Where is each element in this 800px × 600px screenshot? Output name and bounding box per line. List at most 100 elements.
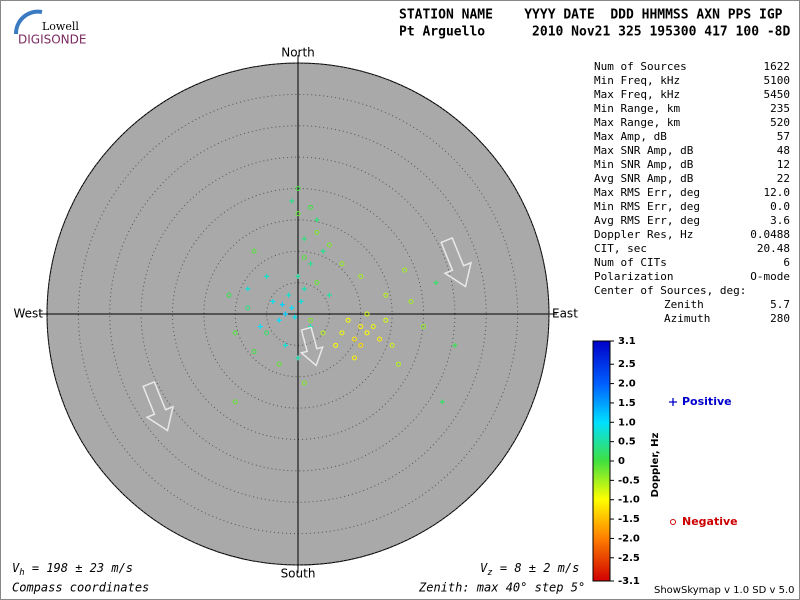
colorbar-tick-label: 2.0 <box>618 379 636 390</box>
point <box>364 311 370 317</box>
colorbar-tick-label: 1.0 <box>618 417 636 428</box>
colorbar-tick-label: 1.5 <box>618 398 636 409</box>
stat-value: 3.6 <box>770 214 790 227</box>
point <box>276 361 282 367</box>
point <box>326 292 332 298</box>
point <box>270 298 276 304</box>
point <box>286 292 292 298</box>
stat-label: CIT, sec <box>594 242 647 255</box>
point <box>408 298 414 304</box>
point <box>301 236 307 242</box>
colorbar-tick-label: -1.0 <box>618 495 640 506</box>
vh-sub: h <box>19 568 24 578</box>
point <box>251 248 257 254</box>
stat-value: 5100 <box>764 74 791 87</box>
stat-label: Min SNR Amp, dB <box>594 158 694 171</box>
colorbar-tick-label: -2.0 <box>618 533 640 544</box>
stat-label: Doppler Res, Hz <box>594 228 693 241</box>
arrow <box>440 236 473 288</box>
zenith-info: Zenith: max 40° step 5° <box>418 581 585 595</box>
point <box>326 242 332 248</box>
point <box>433 280 439 286</box>
stat-label: Min RMS Err, deg <box>594 200 700 213</box>
point <box>333 342 339 348</box>
stat-label: Num of Sources <box>594 60 687 73</box>
point <box>295 186 301 191</box>
stat-label: Min Freq, kHz <box>594 74 680 87</box>
point <box>308 317 314 323</box>
stat-value: 235 <box>770 102 790 115</box>
point <box>320 248 326 254</box>
point <box>264 330 270 336</box>
side-panel: Num of Sources 1622 Min Freq, kHz 5100 Max F… <box>592 60 791 587</box>
point <box>264 273 270 279</box>
colorbar-tick-label: 0.5 <box>618 437 636 448</box>
stat-label: Num of CITs <box>594 256 667 269</box>
vz-symbol: V <box>480 561 488 575</box>
center-label: Zenith <box>664 298 704 311</box>
stat-value: 12.0 <box>764 186 791 199</box>
stat-label: Max SNR Amp, dB <box>594 144 694 157</box>
header-labels: STATION NAME YYYY DATE DDD HHMMSS AXN PP… <box>399 8 783 23</box>
point <box>314 217 320 223</box>
point <box>245 286 251 292</box>
point <box>314 280 320 286</box>
point <box>301 286 307 292</box>
legend-marker <box>670 519 676 525</box>
colorbar-tick-label: 0 <box>618 456 625 467</box>
stat-value: 1622 <box>764 60 791 73</box>
point <box>298 298 304 304</box>
point <box>402 267 408 273</box>
stat-value: 57 <box>777 130 790 143</box>
stat-label: Avg SNR Amp, dB <box>594 172 694 185</box>
point <box>301 255 307 261</box>
version: ShowSkymap v 1.0 SD v 5.0 <box>654 585 794 596</box>
colorbar-tick-label: -1.5 <box>618 514 640 525</box>
point <box>389 342 395 348</box>
point <box>452 342 458 348</box>
point <box>314 229 320 235</box>
colorbar <box>592 340 611 582</box>
logo-top: Lowell <box>42 20 79 33</box>
point <box>226 292 232 298</box>
point <box>289 198 295 204</box>
stat-value: 22 <box>777 172 790 185</box>
vh-text: = 198 ± 23 m/s <box>25 561 133 575</box>
point <box>232 399 238 405</box>
colorbar-tick-label: -3.1 <box>618 576 640 587</box>
arrow <box>142 380 175 432</box>
point <box>439 399 445 405</box>
point <box>351 336 357 342</box>
point <box>345 317 351 323</box>
point <box>339 330 345 336</box>
center-value: 280 <box>770 312 790 325</box>
point <box>320 330 326 336</box>
stat-value: O-mode <box>750 270 790 283</box>
point <box>295 355 301 361</box>
vz-text: = 8 ± 2 m/s <box>493 561 580 575</box>
stat-value: 0.0488 <box>750 228 790 241</box>
header-values: Pt Arguello 2010 Nov21 325 195300 417 10… <box>399 25 791 40</box>
north-label: North <box>281 46 315 60</box>
point <box>279 302 285 308</box>
point <box>358 324 364 330</box>
colorbar-label: Doppler, Hz <box>650 433 661 498</box>
center-title: Center of Sources, deg: <box>594 284 746 297</box>
point <box>364 330 370 336</box>
stat-value: 12 <box>777 158 790 171</box>
point <box>301 380 307 386</box>
point <box>383 292 389 298</box>
colorbar-tick-label: -2.5 <box>618 553 640 564</box>
stat-value: 0.0 <box>770 200 790 213</box>
south-label: South <box>281 567 316 581</box>
stat-value: 6 <box>783 256 790 269</box>
point <box>257 324 263 330</box>
point <box>289 305 295 311</box>
stat-label: Avg RMS Err, deg <box>594 214 700 227</box>
vh-symbol: V <box>12 561 20 575</box>
stat-value: 20.48 <box>757 242 790 255</box>
point <box>308 261 314 267</box>
point <box>292 314 298 320</box>
point <box>370 324 376 330</box>
